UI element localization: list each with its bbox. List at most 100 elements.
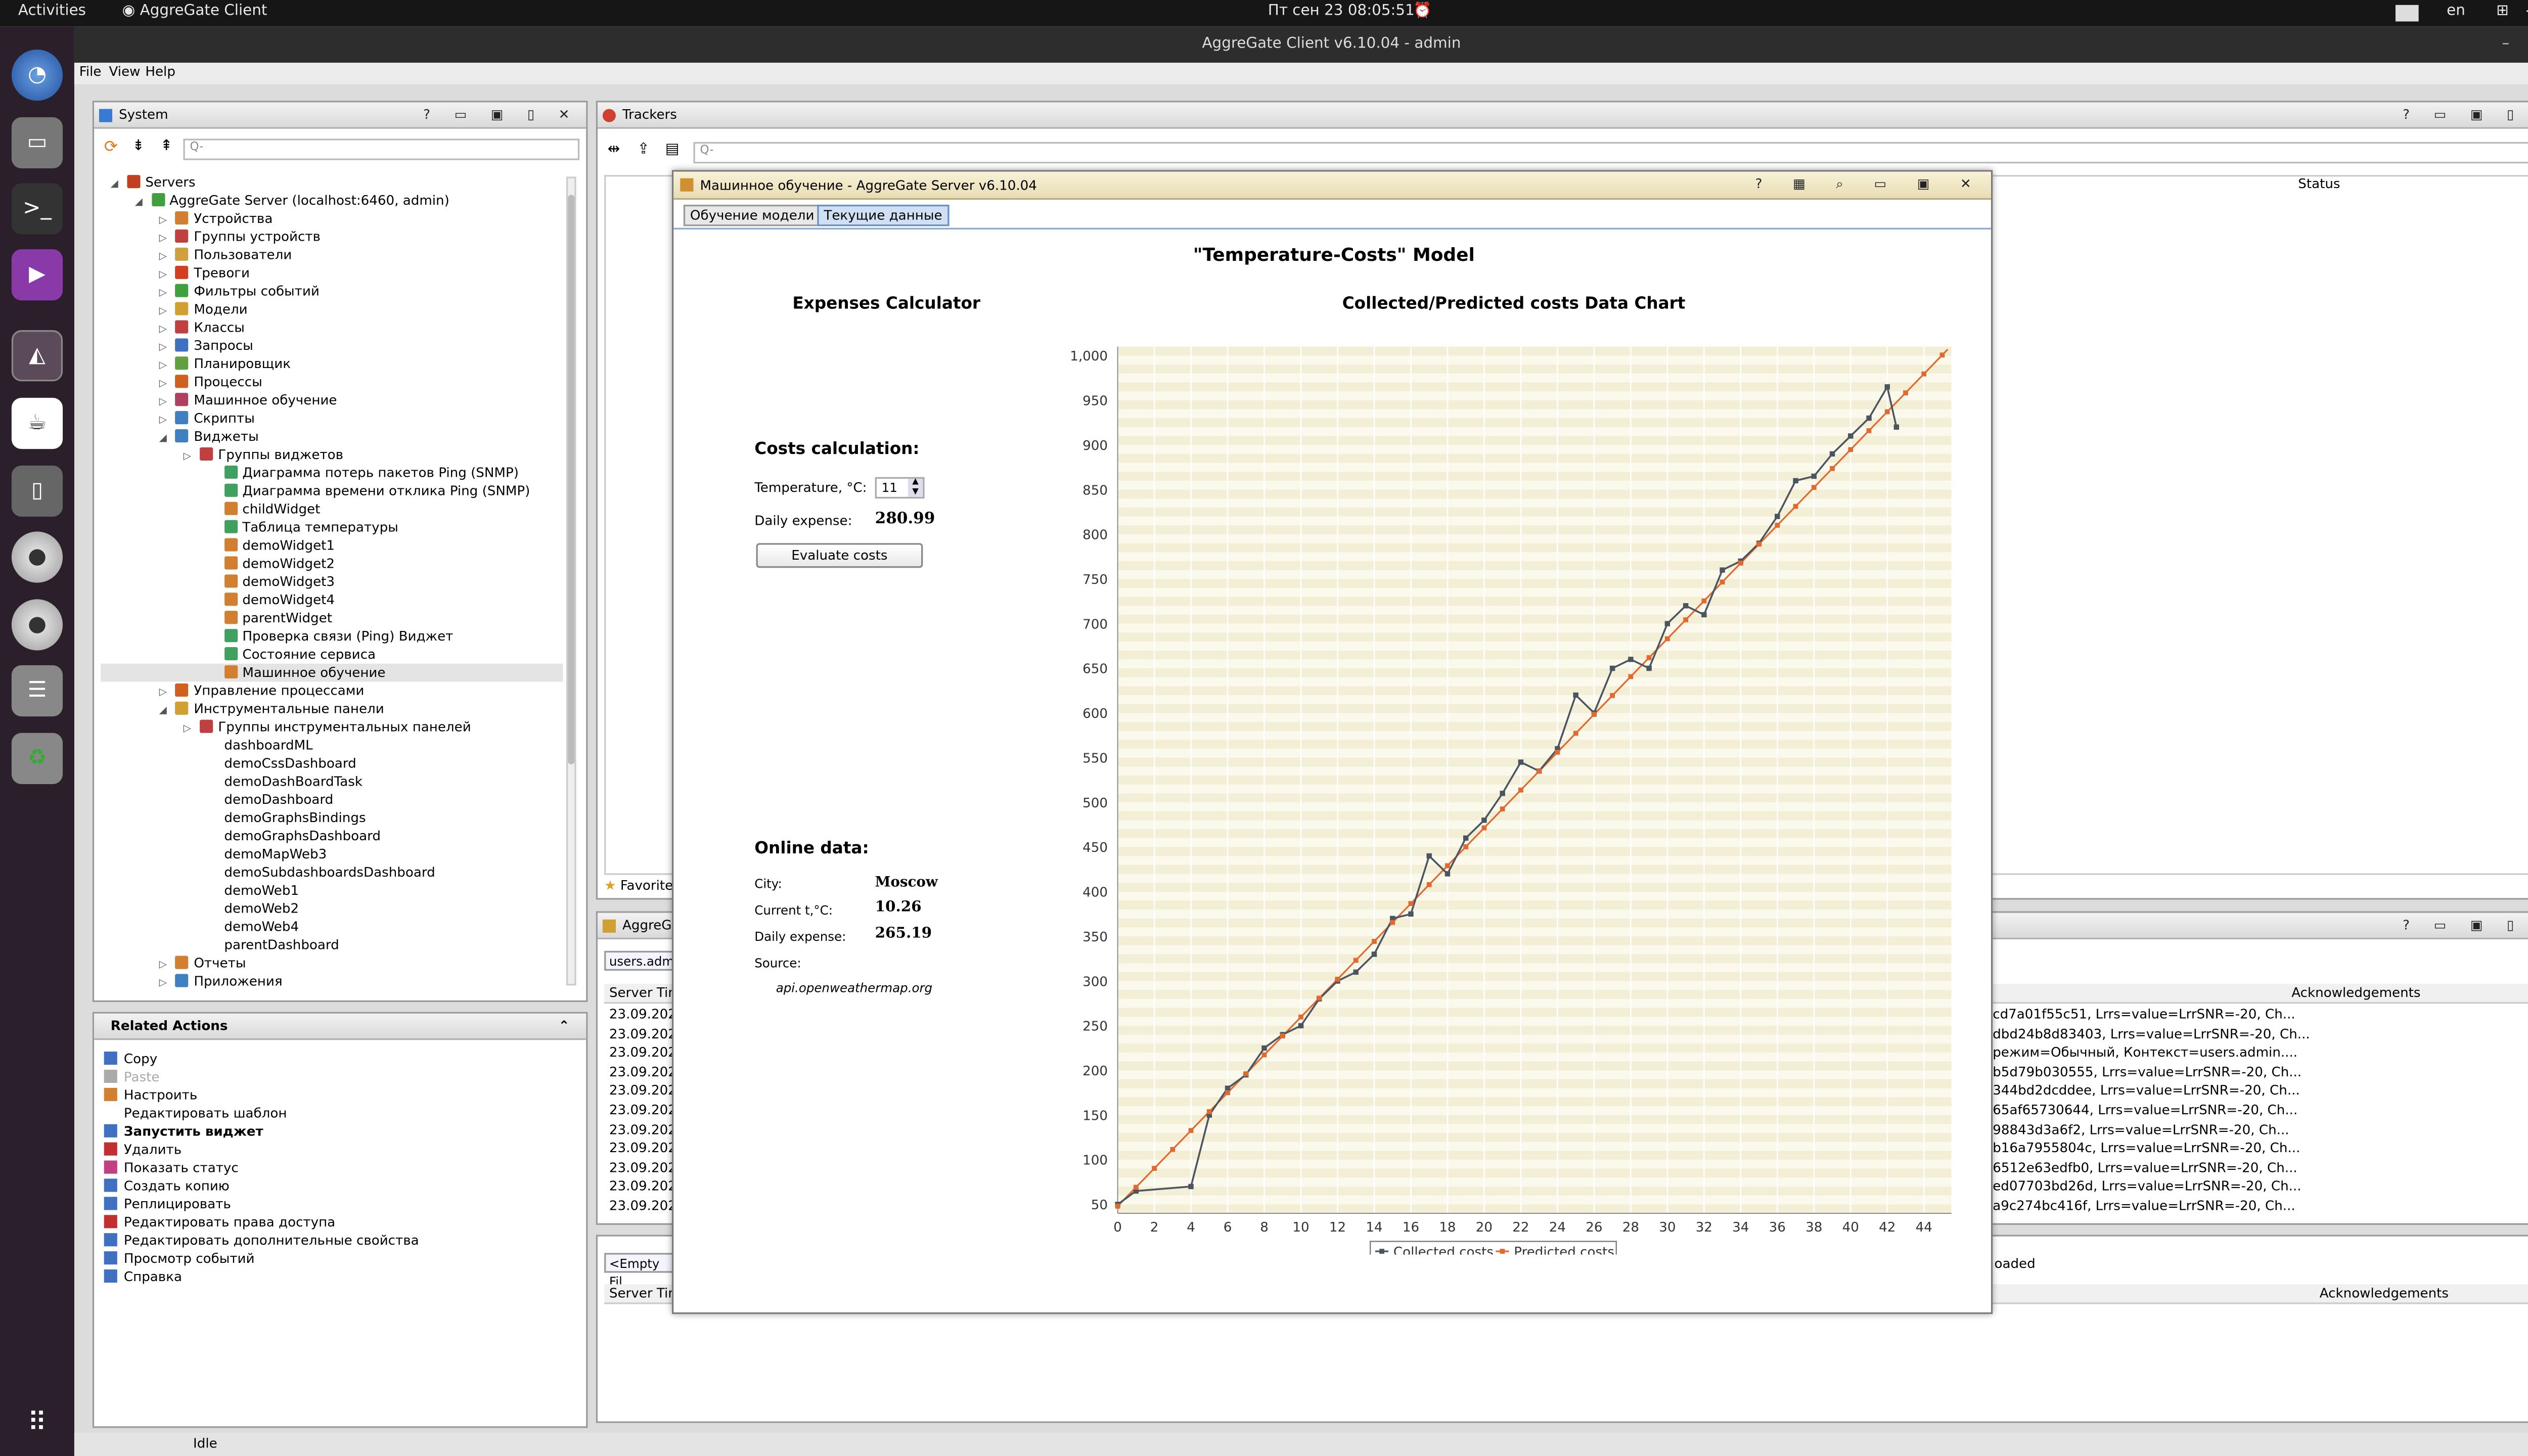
expand-arrow-icon[interactable]: ▷ [159, 977, 167, 989]
expand-arrow-icon[interactable]: ▷ [159, 214, 167, 226]
tree-node[interactable]: ▷ Группы виджетов [184, 446, 343, 464]
keyboard-icon[interactable] [2395, 5, 2419, 22]
tree-node[interactable]: demoWidget4 [208, 591, 335, 609]
ack-column[interactable]: Acknowledgements [2291, 985, 2421, 1000]
expand-arrow-icon[interactable]: ▷ [159, 269, 167, 281]
tree-node[interactable]: demoSubdashboardsDashboard [208, 863, 435, 882]
bottom-filter-input[interactable]: <Empty Fil [604, 1253, 677, 1289]
expand-arrow-icon[interactable]: ▷ [159, 359, 167, 372]
expand-arrow-icon[interactable]: ▷ [159, 287, 167, 299]
table-row[interactable]: 23.09.202 344bd2dcddee, Lrrs=value=LrrSNR… [604, 1082, 2528, 1100]
context-filter-input[interactable]: users.adm [604, 950, 677, 971]
tree-node[interactable]: ◢ Виджеты [159, 428, 259, 446]
related-action-item[interactable]: Редактировать дополнительные свойства [104, 1232, 419, 1250]
tree-node[interactable]: demoWeb2 [208, 900, 299, 918]
tree-node[interactable]: ▷ Классы [159, 318, 245, 337]
related-action-item[interactable]: Просмотр событий [104, 1250, 255, 1268]
panel-controls[interactable]: ? ▭ ▣ ▯ ✕ [423, 107, 580, 122]
expand-arrow-icon[interactable]: ▷ [159, 396, 167, 408]
files-icon[interactable]: ▭ [11, 117, 63, 169]
expand-arrow-icon[interactable]: ◢ [134, 196, 143, 208]
collapse-all-icon[interactable]: ⇞ [160, 139, 173, 155]
tree-node[interactable]: ▷ Скрипты [159, 410, 255, 428]
tree-node[interactable]: ▷ Запросы [159, 337, 253, 355]
expand-arrow-icon[interactable]: ◢ [159, 705, 167, 717]
tree-node[interactable]: demoWidget1 [208, 536, 335, 555]
aggregate-client-icon[interactable]: ◭ [11, 330, 63, 382]
app-grid-icon[interactable]: ⠿ [27, 1406, 47, 1438]
scrollbar-thumb[interactable] [568, 195, 575, 764]
tree-node[interactable]: demoDashBoardTask [208, 772, 363, 791]
language-indicator[interactable]: en [2447, 3, 2465, 20]
clock[interactable]: Пт сен 23 08:05:51 [1268, 3, 1415, 20]
tree-node[interactable]: Проверка связи (Ping) Виджет [208, 627, 453, 646]
evaluate-costs-button[interactable]: Evaluate costs [756, 543, 923, 568]
media-player-icon[interactable]: ▶ [11, 249, 63, 301]
ml-window-titlebar[interactable]: Машинное обучение - AggreGate Server v6.… [673, 171, 1991, 200]
tree-node[interactable]: Диаграмма времени отклика Ping (SNMP) [208, 482, 530, 500]
related-action-item[interactable]: Показать статус [104, 1159, 239, 1177]
tree-node[interactable]: ▷ Машинное обучение [159, 391, 337, 410]
tree-node[interactable]: demoWidget2 [208, 555, 335, 573]
bottom-ack-column[interactable]: Acknowledgements [2319, 1286, 2449, 1301]
system-search-input[interactable]: Q- [183, 139, 580, 160]
related-action-item[interactable]: Настроить [104, 1086, 197, 1105]
server-time-column[interactable]: Server Tim [609, 985, 681, 1000]
expand-arrow-icon[interactable]: ▷ [159, 233, 167, 245]
related-action-item[interactable]: Справка [104, 1268, 182, 1286]
tree-node[interactable]: ▷ Модели [159, 300, 248, 318]
trackers-panel-controls[interactable]: ? ▭ ▣ ▯ ✕ [2403, 107, 2528, 122]
spinner-arrows-icon[interactable]: ▲ ▼ [908, 477, 923, 497]
tree-node[interactable]: ▷ Тревоги [159, 264, 250, 282]
table-row[interactable]: 23.09.202 a9c274bc416f, Lrrs=value=LrrSNR… [604, 1197, 2528, 1215]
temperature-spinner[interactable]: 11 ▲ ▼ [875, 477, 925, 499]
document-icon[interactable]: ▤ [665, 142, 680, 159]
ml-window-controls[interactable]: ? ▦ ⌕ ▭ ▣ ✕ [1755, 176, 1984, 192]
network-icon[interactable]: ⊞ [2496, 3, 2509, 20]
related-action-item[interactable]: Удалить [104, 1141, 182, 1159]
refresh-icon[interactable]: ⟳ [104, 139, 118, 157]
tree-node[interactable]: demoGraphsDashboard [208, 827, 381, 845]
tree-node[interactable]: ◢ Инструментальные панели [159, 700, 384, 718]
tree-node[interactable]: ▷ Фильтры событий [159, 282, 320, 300]
tree-node[interactable]: Таблица температуры [208, 518, 398, 536]
tree-node[interactable]: demoWeb1 [208, 882, 299, 900]
expand-arrow-icon[interactable]: ▷ [159, 251, 167, 263]
tree-node[interactable]: demoDashboard [208, 791, 333, 809]
expand-arrow-icon[interactable]: ▷ [159, 341, 167, 353]
expand-arrow-icon[interactable]: ▷ [183, 723, 191, 735]
favorites-tab[interactable]: ★ Favorite [604, 878, 673, 893]
tree-node[interactable]: ◢ Servers [111, 173, 196, 192]
tree-scrollbar[interactable] [566, 176, 576, 986]
tree-node[interactable]: Состояние сервиса [208, 646, 376, 664]
tree-node[interactable]: demoCssDashboard [208, 754, 356, 772]
java-icon[interactable]: ☕ [11, 397, 63, 449]
tree-node[interactable]: Машинное обучение [101, 663, 563, 682]
table-row[interactable]: 23.09.202 65af65730644, Lrrs=value=LrrSNR… [604, 1101, 2528, 1119]
tree-node[interactable]: parentDashboard [208, 936, 339, 954]
expand-arrow-icon[interactable]: ◢ [159, 432, 167, 444]
menu-file[interactable]: File [79, 64, 102, 79]
upload-icon[interactable]: ⇪ [637, 142, 650, 159]
related-action-item[interactable]: Copy [104, 1050, 157, 1068]
table-row[interactable]: 23.09.202 ed07703bd26d, Lrrs=value=LrrSNR… [604, 1177, 2528, 1196]
tree-node[interactable]: ▷ Процессы [159, 373, 262, 391]
related-action-item[interactable]: Редактировать шаблон [104, 1104, 287, 1122]
table-row[interactable]: 23.09.202 cd7a01f55c51, Lrrs=value=LrrSNR… [604, 1006, 2528, 1024]
tree-node[interactable]: demoMapWeb3 [208, 845, 327, 863]
table-row[interactable]: 23.09.202 b16a7955804c, Lrrs=value=LrrSNR… [604, 1140, 2528, 1158]
table-row[interactable]: 23.09.202 b5d79b030555, Lrrs=value=LrrSNR… [604, 1063, 2528, 1081]
tree-node[interactable]: ▷ Управление процессами [159, 682, 364, 700]
tree-node[interactable]: Диаграмма потерь пакетов Ping (SNMP) [208, 464, 519, 482]
menu-help[interactable]: Help [145, 64, 175, 79]
tree-node[interactable]: ▷ Отчеты [159, 954, 246, 972]
tree-node[interactable]: ▷ Приложения [159, 972, 283, 990]
tree-node[interactable]: demoWidget3 [208, 573, 335, 591]
disc-icon-2[interactable]: ● [11, 599, 63, 651]
table-row[interactable]: 23.09.202 режим=Обычный, Контекст=users.a… [604, 1043, 2528, 1062]
browser-icon[interactable]: ◔ [11, 49, 63, 101]
minimize-button[interactable]: – [2502, 36, 2510, 53]
tree-node[interactable]: ▷ Группы инструментальных панелей [184, 718, 471, 736]
related-action-item[interactable]: Запустить виджет [104, 1122, 263, 1141]
expand-arrow-icon[interactable]: ▷ [159, 305, 167, 317]
